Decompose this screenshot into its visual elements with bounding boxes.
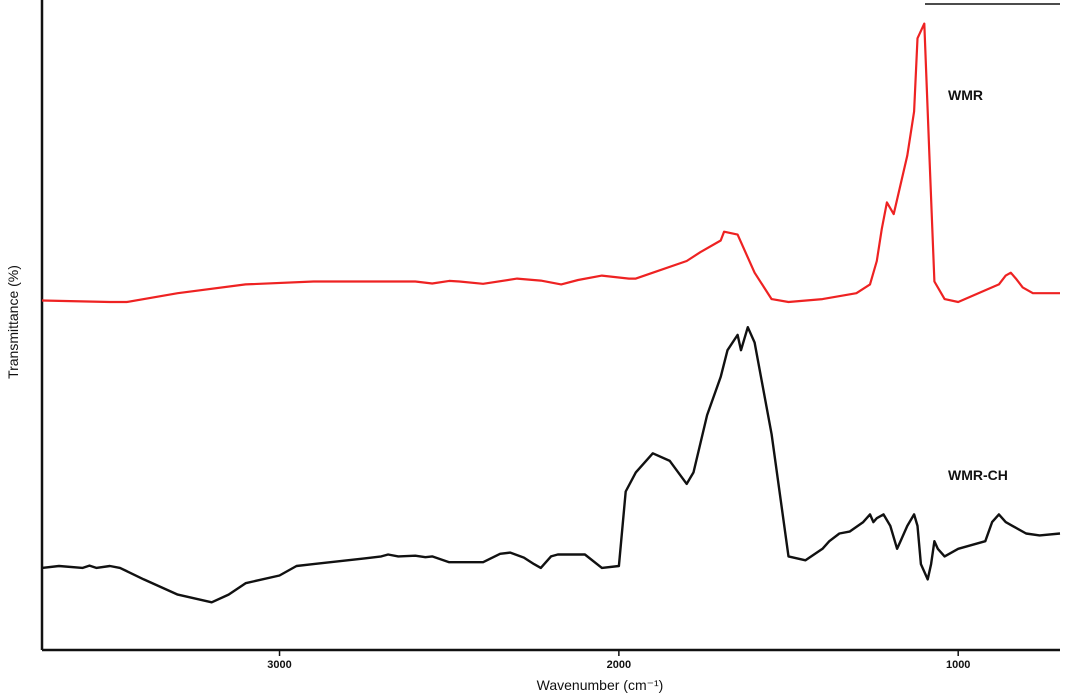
y-axis-title: Transmittance (%): [5, 265, 21, 379]
series-label-wmr: WMR: [948, 87, 983, 103]
x-axis-title: Wavenumber (cm⁻¹): [537, 677, 664, 693]
series-group: [41, 22, 1061, 604]
series-labels-group: WMR WMR-CH: [948, 87, 1008, 483]
x-ticks-group: 3000 2000 1000: [267, 650, 970, 671]
x-tick-label: 3000: [267, 659, 291, 671]
series-line-wmr: [41, 22, 1060, 304]
chart-axes: [40, 0, 1060, 652]
x-tick-label: 1000: [946, 659, 970, 671]
series-line-wmr-ch: [41, 326, 1061, 604]
x-tick-label: 2000: [607, 659, 631, 671]
series-label-wmr-ch: WMR-CH: [948, 467, 1008, 483]
